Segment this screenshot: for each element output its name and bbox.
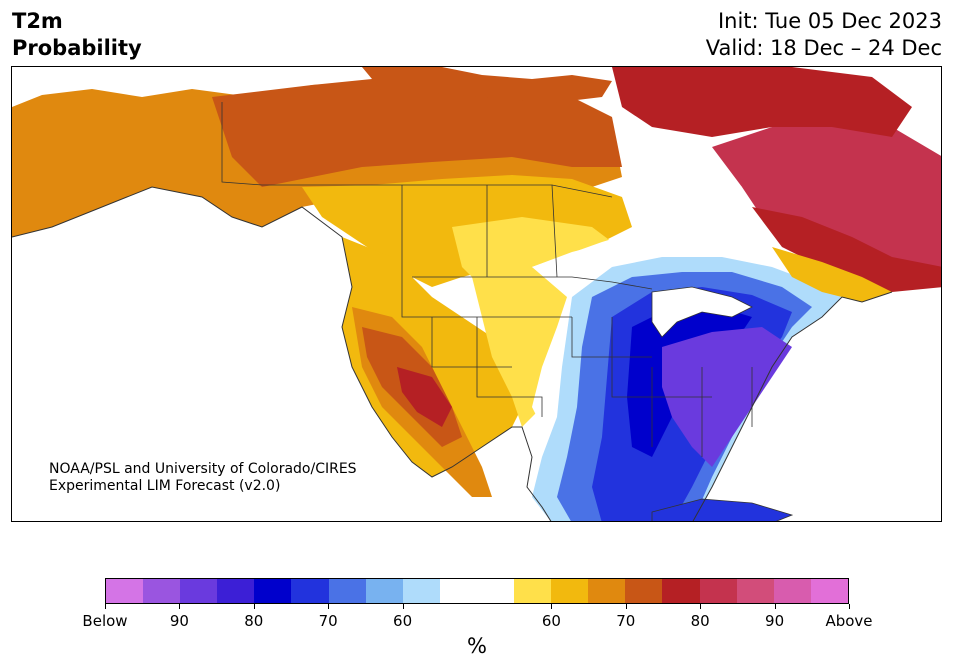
colorbar-cell [254, 579, 292, 603]
colorbar-cell [180, 579, 218, 603]
colorbar-cell [365, 579, 403, 603]
probability-map [11, 66, 942, 522]
title-variable: T2m [12, 9, 63, 33]
colorbar-cell [773, 579, 811, 603]
colorbar-tickmark [105, 604, 106, 609]
colorbar-cell [810, 579, 848, 603]
above-region-arctic [362, 67, 612, 103]
colorbar-tickmark [849, 604, 850, 609]
credit-line-2: Experimental LIM Forecast (v2.0) [49, 478, 281, 494]
map-dates: Init: Tue 05 Dec 2023 Valid: 18 Dec – 24… [706, 8, 942, 62]
colorbar-cell [439, 579, 477, 603]
valid-range: Valid: 18 Dec – 24 Dec [705, 36, 942, 60]
colorbar-tickmark [179, 604, 181, 609]
colorbar-tickmark [700, 604, 702, 609]
colorbar-tick-label: 90 [169, 612, 189, 630]
colorbar-tickmark [774, 604, 776, 609]
colorbar-tickmark [551, 604, 553, 609]
colorbar-tickmark [402, 604, 404, 609]
below-region-southeast [662, 327, 792, 467]
forecast-credit: NOAA/PSL and University of Colorado/CIRE… [49, 461, 357, 495]
colorbar-cell [625, 579, 663, 603]
credit-line-1: NOAA/PSL and University of Colorado/CIRE… [49, 461, 357, 477]
colorbar-tickmark [625, 604, 627, 609]
colorbar-cell [588, 579, 626, 603]
colorbar-cell [217, 579, 255, 603]
colorbar-tick-label: 60 [541, 612, 561, 630]
colorbar-tick-label: 80 [690, 612, 710, 630]
above-region-greenland [612, 67, 912, 137]
colorbar-cell [106, 579, 144, 603]
cuba [651, 498, 794, 521]
colorbar-cell [551, 579, 589, 603]
colorbar-tick-label: 80 [244, 612, 264, 630]
colorbar-tickmark [253, 604, 255, 609]
init-date: Init: Tue 05 Dec 2023 [717, 9, 942, 33]
colorbar-cell [699, 579, 737, 603]
above-region-canada-north [212, 77, 622, 187]
colorbar-tick-label: Above [825, 612, 873, 630]
colorbar-cell [402, 579, 440, 603]
above-region-quebec [752, 207, 941, 292]
map-title: T2m Probability [12, 8, 142, 62]
political-borders [221, 102, 753, 457]
colorbar-tick-label: 60 [393, 612, 413, 630]
colorbar-tickmark [328, 604, 330, 609]
colorbar-cell [514, 579, 552, 603]
colorbar-tick-label: 90 [765, 612, 785, 630]
map-canvas [12, 67, 941, 521]
above-region-prairies-light [452, 217, 612, 287]
colorbar-tick-label: 70 [318, 612, 338, 630]
colorbar-cell [476, 579, 515, 603]
colorbar-cell [143, 579, 181, 603]
probability-colorbar [105, 578, 849, 604]
colorbar-tick-label: Below [82, 612, 128, 630]
colorbar-tick-label: 70 [616, 612, 636, 630]
title-product: Probability [12, 36, 142, 60]
coastline [12, 186, 552, 521]
colorbar-cell [662, 579, 700, 603]
colorbar-cell [736, 579, 774, 603]
above-region-gulf [772, 247, 892, 302]
colorbar-cell [328, 579, 366, 603]
coastline-east [692, 291, 893, 521]
colorbar-unit: % [467, 634, 487, 658]
above-region-desert [397, 367, 452, 427]
hudson-bay [622, 162, 742, 242]
great-lakes [651, 286, 753, 338]
neutral-band [532, 222, 752, 427]
above-region-labrador [712, 117, 941, 277]
colorbar-cell [291, 579, 329, 603]
